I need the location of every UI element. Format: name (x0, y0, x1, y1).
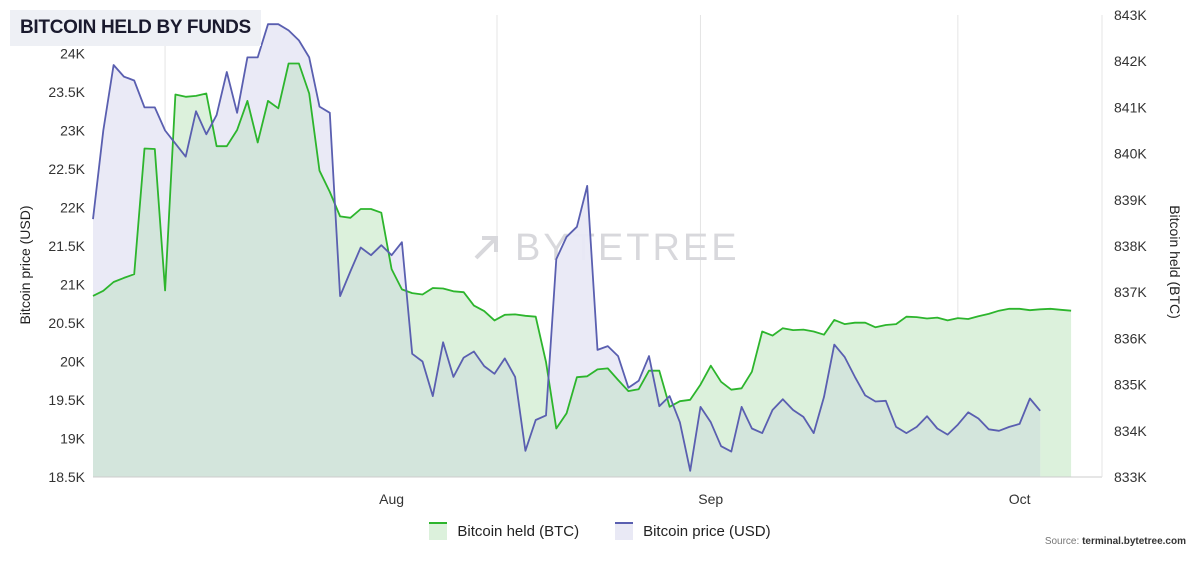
y-right-tick-2: 835K (1114, 377, 1147, 393)
source-site: terminal.bytetree.com (1082, 536, 1186, 547)
y-left-tick-1: 19K (60, 431, 86, 447)
y-right-tick-7: 840K (1114, 146, 1147, 162)
x-tick-2: Oct (1009, 491, 1031, 507)
y-left-tick-10: 23.5K (48, 84, 85, 100)
y-left-tick-9: 23K (60, 123, 86, 139)
y-right-tick-10: 843K (1114, 7, 1147, 23)
y-left-tick-2: 19.5K (48, 392, 85, 408)
y-right-tick-5: 838K (1114, 238, 1147, 254)
x-tick-0: Aug (379, 491, 404, 507)
y-left-tick-6: 21.5K (48, 238, 85, 254)
legend-label-btc-price: Bitcoin price (USD) (643, 522, 771, 540)
y-right-tick-1: 834K (1114, 423, 1147, 439)
btc-held-line (92, 62, 1072, 430)
x-tick-1: Sep (698, 491, 723, 507)
legend: Bitcoin held (BTC) Bitcoin price (USD) (0, 522, 1200, 540)
y-left-tick-4: 20.5K (48, 315, 85, 331)
legend-item-btc-price[interactable]: Bitcoin price (USD) (615, 522, 771, 540)
y-right-tick-8: 841K (1114, 99, 1147, 115)
y-left-tick-0: 18.5K (48, 469, 85, 485)
watermark-text: BYTETREE (515, 227, 740, 269)
y-left-tick-8: 22.5K (48, 161, 85, 177)
legend-item-btc-held[interactable]: Bitcoin held (BTC) (429, 522, 579, 540)
source-label: Source: (1044, 536, 1080, 547)
y-right-tick-6: 839K (1114, 192, 1147, 208)
y-right-tick-4: 837K (1114, 284, 1147, 300)
y-left-axis-title: Bitcoin price (USD) (17, 205, 33, 324)
watermark-arrow-icon (474, 236, 498, 260)
y-right-tick-0: 833K (1114, 469, 1147, 485)
y-right-tick-3: 836K (1114, 330, 1147, 346)
source-credit: Source: terminal.bytetree.com (1045, 536, 1186, 547)
y-right-tick-9: 842K (1114, 53, 1147, 69)
y-left-tick-3: 20K (60, 354, 86, 370)
y-right-axis-title: Bitcoin held (BTC) (1167, 205, 1183, 319)
btc-price-line (92, 23, 1041, 472)
legend-swatch-btc-held (429, 522, 448, 540)
legend-label-btc-held: Bitcoin held (BTC) (457, 522, 580, 540)
legend-swatch-btc-price (615, 522, 634, 540)
chart-title: BITCOIN HELD BY FUNDS (20, 17, 251, 38)
chart-title-box: BITCOIN HELD BY FUNDS (10, 10, 261, 46)
y-left-tick-7: 22K (60, 200, 86, 216)
y-left-tick-11: 24K (60, 46, 86, 62)
y-left-tick-5: 21K (60, 277, 86, 293)
